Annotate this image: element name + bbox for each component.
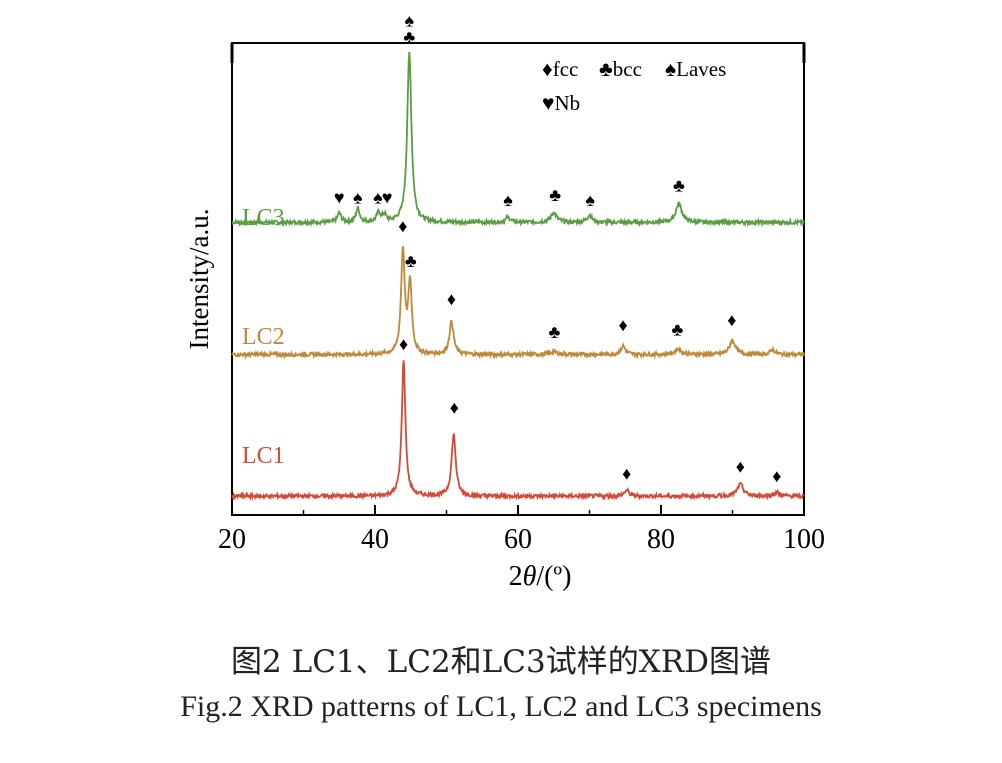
x-tick-label: 100 <box>783 524 825 555</box>
legend-symbol-laves: ♠ <box>665 57 676 81</box>
legend-entry-fcc: ♦fcc <box>542 57 578 81</box>
xrd-chart: ♥ ♠ ♠ ♥♣♠♠ ♣ ♠♣♦♣♦♣ ♦ ♣ ♦♦♦♦ ♦ ♦ 20 40 60 80 100 ♦fcc … <box>184 10 825 592</box>
y-axis-label: Intensity/a.u. <box>184 209 214 350</box>
legend-entry-laves: ♠Laves <box>665 57 726 81</box>
legend-symbol-bcc: ♣ <box>599 57 613 81</box>
phase-marker-lc3: ♣ <box>403 27 415 47</box>
legend-symbol-nb: ♥ <box>542 91 554 115</box>
legend-symbol-fcc: ♦ <box>542 57 553 81</box>
marker-layer: ♥ ♠ ♠ ♥♣♠♠ ♣ ♠♣♦♣♦♣ ♦ ♣ ♦♦♦♦ ♦ ♦ <box>334 10 782 485</box>
phase-marker-lc1: ♦ <box>622 464 631 484</box>
legend-label-bcc: bcc <box>613 57 642 81</box>
series-layer <box>231 52 805 502</box>
phase-marker-lc2: ♦ <box>398 216 407 236</box>
x-tick-label: 80 <box>647 524 675 555</box>
phase-marker-lc1: ♦ <box>772 466 781 486</box>
x-tick-label: 40 <box>361 524 389 555</box>
x-axis-label-unit: /(º) <box>536 561 571 592</box>
x-axis-label-prefix: 2 <box>509 561 523 592</box>
phase-marker-lc2: ♣ <box>549 322 561 342</box>
phase-marker-lc3: ♣ <box>673 176 685 196</box>
x-tick-label: 20 <box>218 524 246 555</box>
phase-marker-lc3: ♥ <box>382 187 393 207</box>
legend-entry-nb: ♥Nb <box>542 91 580 115</box>
legend-label-laves: Laves <box>676 57 726 81</box>
series-line-lc1 <box>231 360 805 502</box>
phase-marker-lc1: ♦ <box>736 457 745 477</box>
series-label-lc2: LC2 <box>242 324 285 350</box>
phase-marker-lc1: ♦ <box>399 334 408 354</box>
phase-marker-lc1: ♦ <box>450 398 459 418</box>
plot-frame <box>231 42 805 516</box>
x-axis-label-theta: θ <box>523 561 537 592</box>
phase-marker-lc3: ♠ <box>405 10 415 30</box>
legend-label-nb: Nb <box>554 91 580 115</box>
series-line-lc2 <box>231 246 805 360</box>
x-axis: 20 40 60 80 100 <box>218 43 825 555</box>
series-label-lc3: LC3 <box>242 205 285 231</box>
phase-marker-lc3: ♠ <box>353 187 363 207</box>
series-line-lc3 <box>231 52 805 228</box>
phase-marker-lc3: ♣ <box>549 185 561 205</box>
phase-marker-lc3: ♠ <box>503 190 513 210</box>
phase-marker-lc3: ♥ <box>334 187 345 207</box>
phase-marker-lc3: ♠ <box>585 190 595 210</box>
x-axis-label: 2θ/(º) <box>509 561 572 592</box>
legend: ♦fcc ♣bcc ♠Laves ♥Nb <box>542 57 726 115</box>
phase-marker-lc2: ♦ <box>727 310 736 330</box>
phase-marker-lc2: ♦ <box>447 289 456 309</box>
figure-caption-english: Fig.2 XRD patterns of LC1, LC2 and LC3 s… <box>180 690 822 723</box>
series-label-lc1: LC1 <box>242 443 285 469</box>
phase-marker-lc2: ♦ <box>619 315 628 335</box>
phase-marker-lc3: ♠ <box>373 187 383 207</box>
legend-label-fcc: fcc <box>553 57 579 81</box>
x-tick-label: 60 <box>504 524 532 555</box>
phase-marker-lc2: ♣ <box>405 251 417 271</box>
phase-marker-lc2: ♣ <box>672 320 684 340</box>
legend-entry-bcc: ♣bcc <box>599 57 642 81</box>
figure-caption-chinese: 图2 LC1、LC2和LC3试样的XRD图谱 <box>231 644 771 680</box>
